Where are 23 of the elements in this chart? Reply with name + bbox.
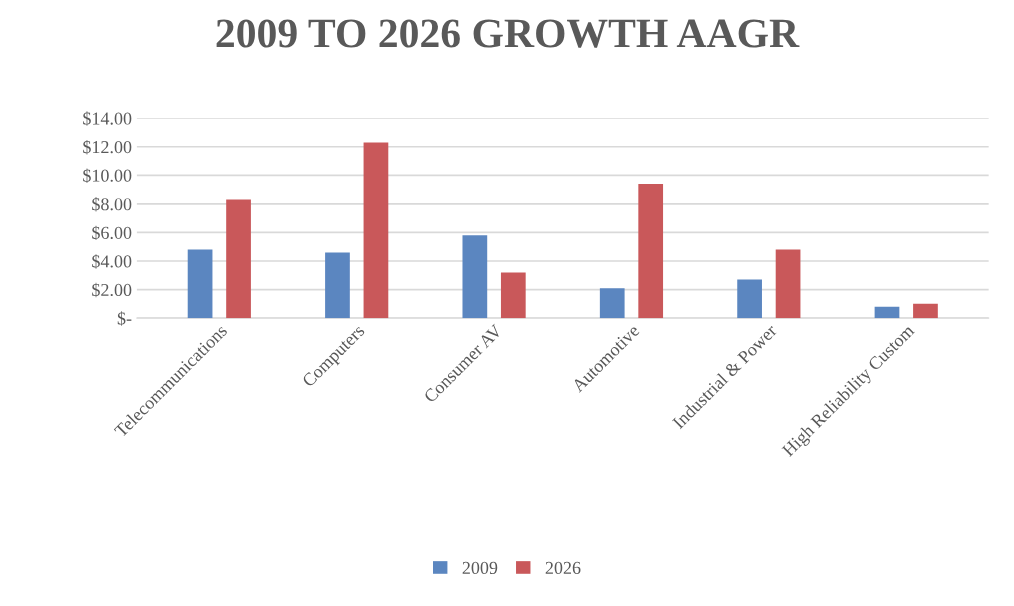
y-tick-label: $8.00: [92, 197, 132, 212]
legend-label: 2009: [462, 561, 498, 574]
bar: [599, 288, 625, 319]
bar: [913, 303, 938, 319]
bar: [500, 272, 526, 319]
chart-title: 2009 TO 2026 GROWTH AAGR: [216, 19, 800, 48]
y-tick-label: $6.00: [92, 225, 132, 241]
bar: [226, 199, 251, 319]
bar: [638, 183, 664, 319]
y-tick-label: $-: [117, 311, 132, 326]
bar: [462, 235, 488, 319]
y-tick-label: $14.00: [83, 111, 132, 126]
y-tick-label: $4.00: [92, 254, 132, 269]
bar: [737, 279, 762, 319]
y-tick-label: $2.00: [92, 282, 132, 298]
bar: [775, 249, 801, 319]
bar: [325, 252, 350, 319]
y-tick-label: $10.00: [83, 168, 132, 183]
bar: [874, 306, 900, 319]
bar: [363, 142, 389, 319]
y-tick-label: $12.00: [83, 139, 132, 155]
legend-label: 2026: [545, 561, 581, 574]
bar: [187, 249, 213, 319]
